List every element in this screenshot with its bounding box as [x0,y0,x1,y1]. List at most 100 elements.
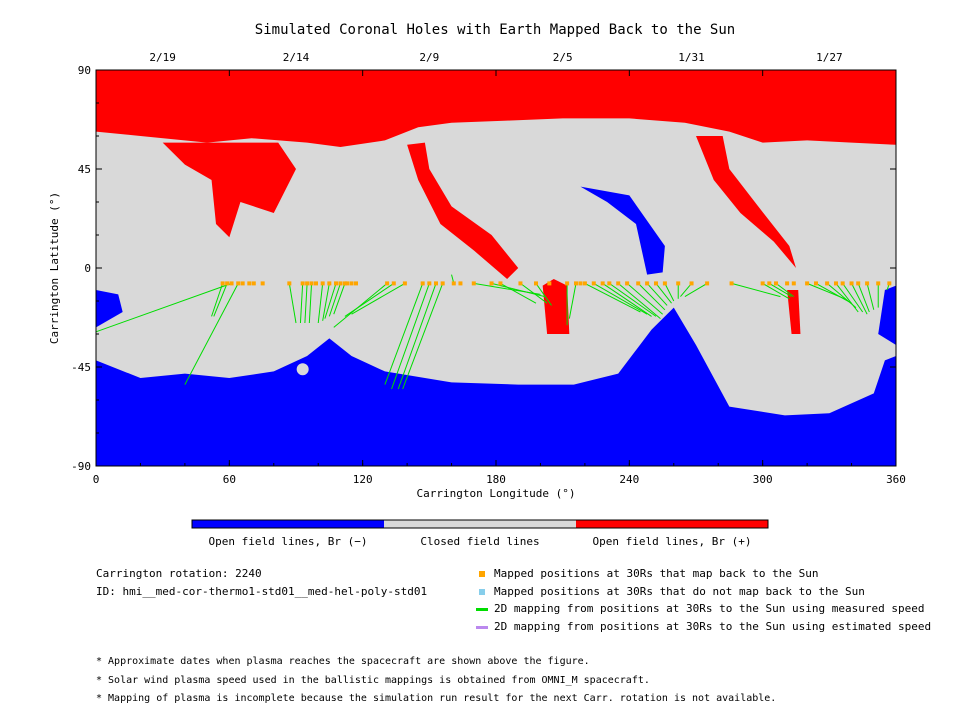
legend-item-unmapped: Mapped positions at 30Rs that do not map… [479,585,865,598]
mapped-position-marker [236,281,241,286]
mapped-position-marker [600,281,605,286]
mapped-position-marker [791,281,796,286]
mapped-position-marker [342,281,347,286]
mapped-position-marker [240,281,245,286]
mapped-position-marker [636,281,641,286]
field-line-mapping [609,282,657,317]
mapped-position-marker [314,281,318,286]
mapped-position-marker [574,281,578,286]
mapped-position-marker [582,281,587,286]
x-tick-label: 240 [619,473,639,486]
field-line-mapping [646,283,668,306]
footnote: * Solar wind plasma speed used in the ba… [96,675,650,686]
colorbar-negative [192,520,384,528]
x-tick-label: 120 [353,473,373,486]
field-line-mapping [857,283,870,313]
y-tick-label: -90 [71,460,91,473]
top-date-label: 1/27 [816,51,843,64]
mapped-position-marker [300,281,305,286]
blue-square-icon [479,589,485,595]
legend-item-measured: 2D mapping from positions at 30Rs to the… [476,602,924,615]
mapped-position-marker [547,281,552,286]
mapped-position-marker [760,281,765,286]
mapped-position-marker [391,281,396,286]
mapped-position-marker [856,281,861,286]
field-line-mapping [328,283,341,317]
field-line-mapping [593,282,648,315]
top-date-label: 2/19 [149,51,176,64]
mapped-position-marker [689,281,694,286]
colorbar-closed [384,520,576,528]
field-line-mapping [617,283,661,319]
field-line-mapping [308,283,313,324]
legend-item-mapped: Mapped positions at 30Rs that map back t… [479,567,819,580]
page-title: Simulated Coronal Holes with Earth Mappe… [254,22,736,38]
mapped-position-marker [805,281,810,286]
field-line-mapping [211,283,224,317]
mapped-position-marker [260,281,265,286]
field-line-mapping [397,283,437,390]
mapped-position-marker [320,281,325,286]
field-line-mapping [351,282,406,315]
field-line-mapping [680,283,692,297]
y-axis-title: Carrington Latitude (°) [48,192,61,344]
field-line-mapping [402,283,444,390]
field-line-mapping [769,282,792,298]
mapped-position-marker [814,281,818,286]
colorbar-positive [576,520,768,528]
y-tick-label: 90 [78,64,91,77]
field-line-mapping [664,283,675,302]
colorbar-label-negative: Open field lines, Br (−) [208,535,368,548]
mapped-position-marker [385,281,390,286]
mapped-position-marker [518,281,523,286]
mapped-position-marker [458,281,463,286]
legend-item-estimated: 2D mapping from positions at 30Rs to the… [476,620,931,633]
x-tick-label: 0 [93,473,100,486]
mapped-position-marker [729,281,734,286]
mapped-position-marker [247,281,252,286]
field-line-mapping [535,283,552,306]
footnote: * Mapping of plasma is incomplete becaus… [96,693,777,704]
mapped-position-marker [578,281,583,286]
mapped-position-marker [645,281,650,286]
field-line-mapping [95,282,232,333]
mapped-position-marker [345,281,350,286]
mapped-position-marker [349,281,354,286]
mapped-position-marker [840,281,845,286]
mapped-position-marker [440,281,445,286]
mapped-position-marker [825,281,830,286]
positive-coronal-hole-extension [407,142,519,279]
mapped-position-marker [305,281,310,286]
mapped-position-marker [498,281,503,286]
mapped-position-marker [767,281,772,286]
field-line-mapping [568,283,577,319]
field-line-mapping [684,282,708,298]
field-line-mapping [584,282,641,313]
field-line-mapping [866,283,875,310]
top-date-label: 1/31 [678,51,705,64]
north-polar-coronal-hole [96,70,896,147]
simulation-id-text: ID: hmi__med-cor-thermo1-std01__med-hel-… [96,585,428,598]
legend-label: 2D mapping from positions at 30Rs to the… [494,602,925,615]
x-tick-label: 360 [886,473,906,486]
mapped-position-marker [876,281,881,286]
mapped-position-marker [774,281,778,286]
top-date-label: 2/9 [419,51,439,64]
mapped-position-marker [354,281,358,286]
field-line-mapping [500,282,537,304]
mapped-position-marker [887,281,892,286]
mapped-position-marker [654,281,658,286]
field-line-mapping [322,283,330,321]
top-date-label: 2/14 [283,51,310,64]
green-line-icon [476,607,488,611]
mapped-position-marker [849,281,854,286]
mapped-position-marker [420,281,425,286]
mapped-position-marker [338,281,343,286]
field-line-mapping [288,283,297,324]
mapped-position-marker [427,281,432,286]
x-tick-label: 60 [223,473,236,486]
field-line-mapping [520,282,548,304]
positive-coronal-hole-extension [787,290,801,334]
top-date-label: 2/5 [553,51,573,64]
mapped-position-marker [287,281,292,286]
